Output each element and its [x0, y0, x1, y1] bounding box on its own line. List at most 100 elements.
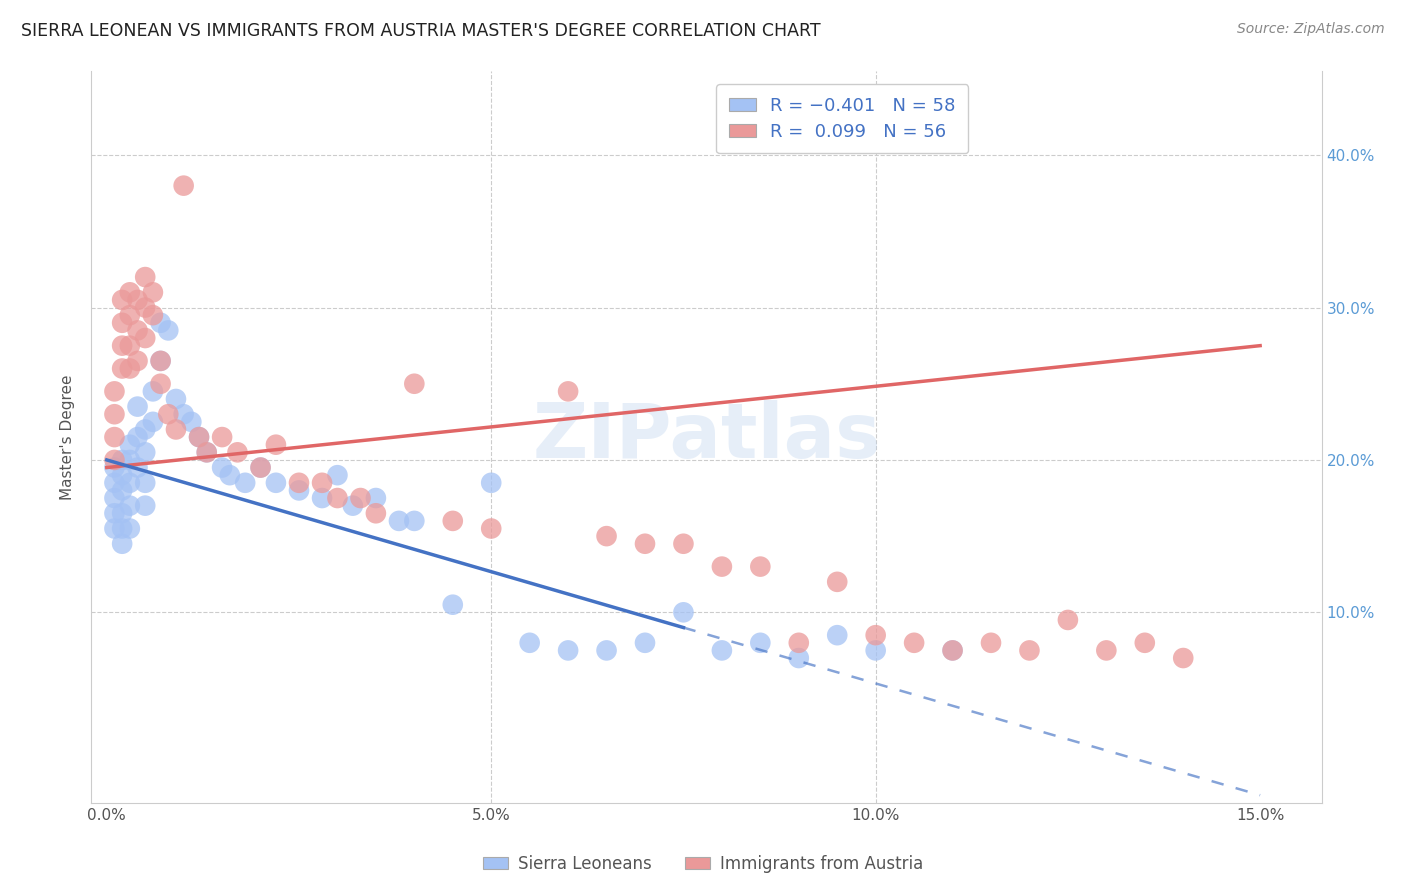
Point [672, 537, 695, 551]
Point [118, 521, 141, 535]
Point [441, 514, 464, 528]
Point [404, 514, 426, 528]
Point [149, 354, 172, 368]
Point [127, 354, 149, 368]
Point [103, 475, 125, 490]
Point [1057, 613, 1080, 627]
Point [134, 331, 156, 345]
Point [557, 643, 579, 657]
Point [710, 643, 733, 657]
Point [134, 499, 156, 513]
Point [787, 636, 810, 650]
Point [134, 445, 156, 459]
Point [311, 491, 333, 505]
Point [195, 445, 218, 459]
Point [103, 407, 125, 421]
Point [479, 475, 502, 490]
Point [127, 293, 149, 307]
Point [134, 475, 156, 490]
Point [188, 430, 211, 444]
Point [118, 499, 141, 513]
Point [349, 491, 371, 505]
Point [127, 323, 149, 337]
Point [211, 430, 233, 444]
Point [127, 400, 149, 414]
Point [149, 316, 172, 330]
Point [111, 339, 134, 353]
Point [865, 643, 887, 657]
Point [288, 483, 311, 498]
Point [165, 392, 187, 406]
Point [1018, 643, 1040, 657]
Point [672, 605, 695, 619]
Point [264, 438, 287, 452]
Point [103, 384, 125, 399]
Point [142, 308, 165, 322]
Legend: R = −0.401   N = 58, R =  0.099   N = 56: R = −0.401 N = 58, R = 0.099 N = 56 [716, 84, 969, 153]
Point [118, 438, 141, 452]
Point [749, 559, 772, 574]
Point [595, 529, 617, 543]
Text: SIERRA LEONEAN VS IMMIGRANTS FROM AUSTRIA MASTER'S DEGREE CORRELATION CHART: SIERRA LEONEAN VS IMMIGRANTS FROM AUSTRI… [21, 22, 821, 40]
Point [441, 598, 464, 612]
Point [825, 574, 848, 589]
Point [226, 445, 249, 459]
Point [519, 636, 541, 650]
Point [749, 636, 772, 650]
Point [218, 468, 240, 483]
Point [103, 491, 125, 505]
Point [118, 285, 141, 300]
Point [1095, 643, 1118, 657]
Point [364, 506, 387, 520]
Point [326, 468, 349, 483]
Point [825, 628, 848, 642]
Point [634, 636, 657, 650]
Point [211, 460, 233, 475]
Point [103, 430, 125, 444]
Point [634, 537, 657, 551]
Point [118, 361, 141, 376]
Point [157, 407, 180, 421]
Point [127, 460, 149, 475]
Point [142, 384, 165, 399]
Point [180, 415, 202, 429]
Point [134, 270, 156, 285]
Point [118, 475, 141, 490]
Point [111, 537, 134, 551]
Point [249, 460, 271, 475]
Point [941, 643, 963, 657]
Point [787, 651, 810, 665]
Point [149, 354, 172, 368]
Point [165, 422, 187, 436]
Y-axis label: Master's Degree: Master's Degree [60, 375, 76, 500]
Point [326, 491, 349, 505]
Text: Source: ZipAtlas.com: Source: ZipAtlas.com [1237, 22, 1385, 37]
Point [404, 376, 426, 391]
Point [342, 499, 364, 513]
Point [710, 559, 733, 574]
Point [142, 415, 165, 429]
Point [118, 339, 141, 353]
Point [103, 460, 125, 475]
Point [103, 453, 125, 467]
Point [388, 514, 411, 528]
Point [173, 407, 195, 421]
Point [865, 628, 887, 642]
Point [127, 430, 149, 444]
Point [903, 636, 925, 650]
Point [288, 475, 311, 490]
Point [188, 430, 211, 444]
Point [479, 521, 502, 535]
Point [1133, 636, 1156, 650]
Point [149, 376, 172, 391]
Point [111, 468, 134, 483]
Point [195, 445, 218, 459]
Point [111, 506, 134, 520]
Point [173, 178, 195, 193]
Point [557, 384, 579, 399]
Point [111, 483, 134, 498]
Point [118, 453, 141, 467]
Point [111, 316, 134, 330]
Point [111, 521, 134, 535]
Point [103, 506, 125, 520]
